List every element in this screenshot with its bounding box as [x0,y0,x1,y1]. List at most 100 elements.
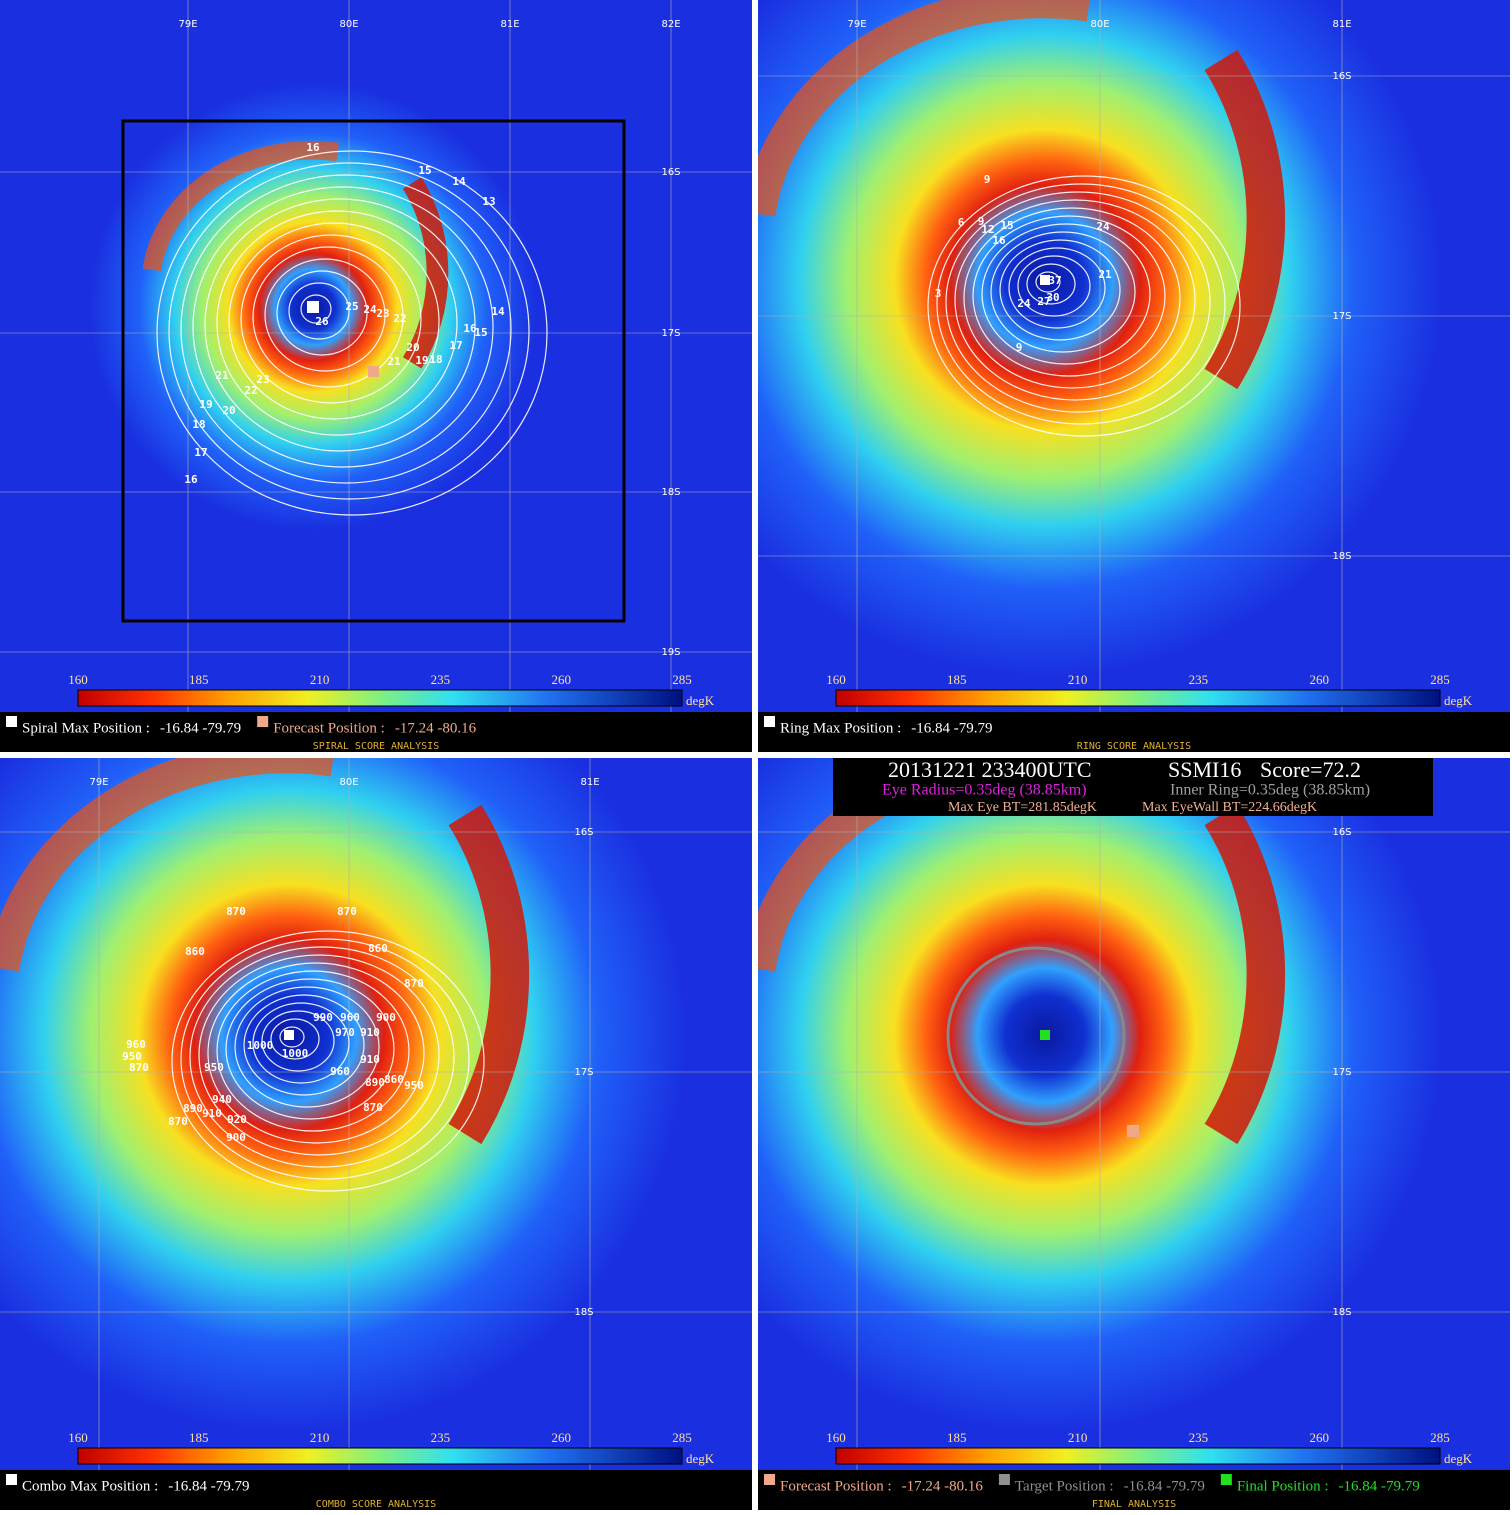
contour-label: 870 [337,905,357,918]
contour-label: 940 [212,1093,232,1106]
colorbar-tick-label: 235 [431,1430,451,1445]
colorbar-tick-label: 185 [947,1430,967,1445]
contour [216,210,458,436]
legend-value: -16.84 -79.79 [168,1478,249,1494]
contour-label: 22 [244,384,257,397]
header-box [833,758,1433,816]
contour-label: 27 [1037,295,1050,308]
max-position [284,1030,294,1040]
lon-label: 80E [1090,19,1109,30]
contour-label: 990 [313,1011,333,1024]
lat-label: 16S [1332,71,1351,82]
contour-label: 910 [360,1026,380,1039]
info-bar [758,1470,1510,1510]
colorbar-tick-label: 285 [1430,1430,1450,1445]
panel-title: RING SCORE ANALYSIS [1077,741,1191,752]
contour [240,234,422,404]
contour-label: 15 [418,164,431,177]
contour [270,1018,320,1060]
contour [228,222,440,420]
colorbar-tick-label: 260 [551,1430,571,1445]
contour-label: 1000 [247,1039,274,1052]
lat-label: 16S [661,167,680,178]
contour [156,150,548,516]
contour [243,994,365,1096]
contour [990,231,1136,353]
forecast-position [1127,1125,1139,1137]
contour-label: 900 [376,1011,396,1024]
contour-label: 17 [194,446,207,459]
colorbar-tick-label: 210 [1068,1430,1088,1445]
forecast-position [368,366,379,377]
legend-value: -16.84 -79.79 [160,720,241,736]
inner-ring: Inner Ring=0.35deg (38.85km) [1170,782,1370,799]
legend-label: Ring Max Position : [780,720,901,736]
lat-label: 18S [1332,1307,1351,1318]
legend-label: Final Position : [1237,1478,1329,1494]
lon-label: 81E [580,777,599,788]
colorbar-tick-label: 260 [1309,672,1329,687]
contour [981,223,1151,365]
legend-label: Combo Max Position : [22,1478,158,1494]
contour-label: 9 [1016,341,1023,354]
legend-value: -16.84 -79.79 [1124,1478,1205,1494]
contour [180,938,470,1180]
panel-svg: 79E80E81E16S17S18S160185210235260285degK… [742,740,1510,1510]
colorbar-tick-label: 185 [189,1430,209,1445]
legend-value: -17.24 -80.16 [902,1478,984,1494]
rain-band [402,177,449,369]
contour-label: 860 [384,1073,404,1086]
header-score: Score=72.2 [1260,758,1361,782]
lon-label: 82E [661,19,680,30]
rain-band [448,804,530,1145]
contour-label: 890 [183,1102,203,1115]
contour [927,175,1241,437]
rain-band [1204,804,1286,1145]
lat-label: 18S [1332,551,1351,562]
contour-label: 18 [192,418,205,431]
imagery [0,0,752,712]
contour-label: 15 [1000,219,1013,232]
inner-ring [946,946,1126,1126]
legend-swatch [998,1474,1010,1485]
contour-label: 12 [981,223,994,236]
legend-swatch [6,716,17,727]
contour-label: 20 [406,341,419,354]
eye-radius: Eye Radius=0.35deg (38.85km) [882,782,1087,799]
colorbar-tick-label: 185 [189,672,209,687]
colorbar [835,689,1441,707]
contour-label: 950 [204,1061,224,1074]
lon-label: 79E [847,19,866,30]
colorbar-unit: degK [686,1451,715,1466]
colorbar-tick-label: 210 [310,1430,330,1445]
lon-label: 79E [178,19,197,30]
legend-value: -16.84 -79.79 [1339,1478,1420,1494]
imagery [758,0,1510,712]
contour-label: 24 [1096,220,1110,233]
contour-label: 970 [335,1026,355,1039]
final-position [1040,1030,1050,1040]
contour [999,239,1121,341]
max-position [307,301,319,313]
contour-label: 21 [215,369,229,382]
contour [180,174,512,484]
max-eyewall-bt: Max EyeWall BT=224.66degK [1142,800,1317,815]
contour-label: 16 [306,141,320,154]
colorbar [77,1447,683,1465]
lon-label: 81E [1332,19,1351,30]
contour-label: 870 [404,977,424,990]
colorbar-tick-label: 210 [1068,672,1088,687]
contour [945,191,1211,413]
contour-label: 24 [363,303,377,316]
contour-label: 15 [474,326,487,339]
lat-label: 19S [661,647,680,658]
contour-label: 13 [482,195,495,208]
rain-band [742,0,1090,217]
colorbar-tick-label: 235 [1189,672,1209,687]
legend-value: -16.84 -79.79 [911,720,992,736]
contour-label: 950 [404,1079,424,1092]
